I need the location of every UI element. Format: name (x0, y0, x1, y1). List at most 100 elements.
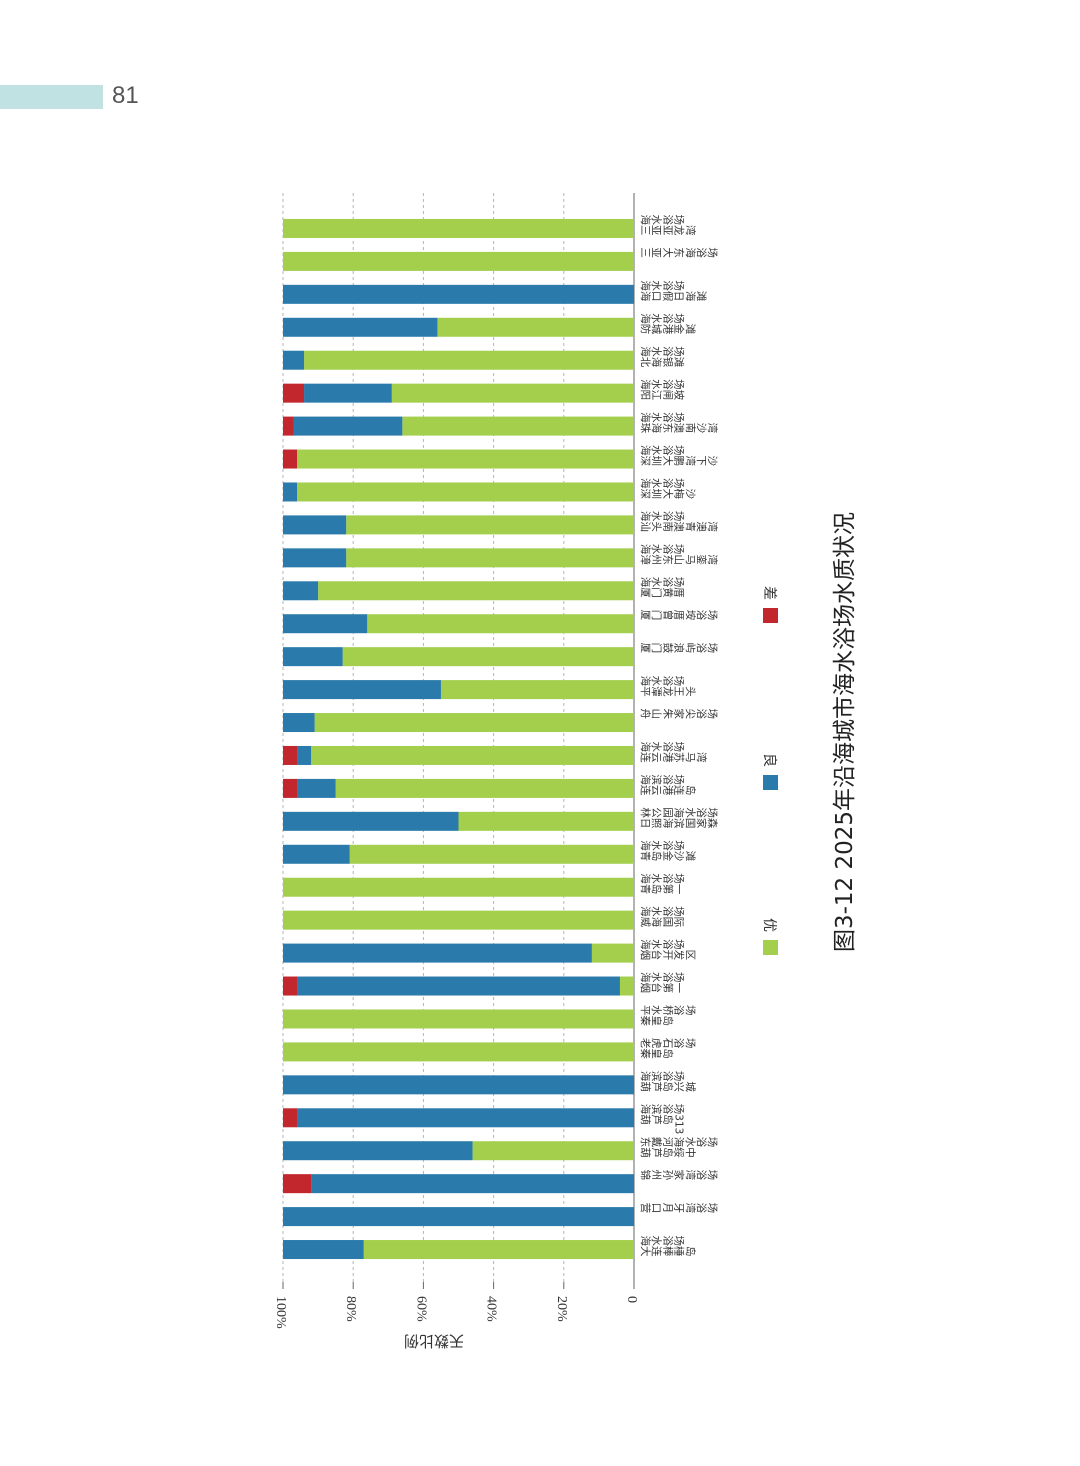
category-label-line: 舟 (639, 709, 652, 720)
category-label: 平秦 水皇 桥岛浴场 (639, 1005, 697, 1027)
category-label: 海平 水潭 浴龙 场王 头 (639, 676, 696, 697)
category-label-line: 场一 (673, 873, 686, 894)
category-label-line: 场日 (673, 280, 686, 301)
bar-segment (311, 745, 634, 765)
category-label-line: 场滩 (673, 346, 686, 367)
category-label-line: 水云 (650, 741, 662, 762)
category-label-line: 海汕 (639, 511, 652, 532)
category-label-line: 岛 (684, 774, 697, 795)
category-label-line: 海青 (639, 873, 652, 894)
category-label-line: 水中 (684, 1137, 697, 1158)
category-label-line: 海葫 (639, 1071, 652, 1092)
category-label-line: 水亚 (650, 214, 662, 235)
chart-title: 图3-12 2025年沿海城市海水浴场水质状况 (832, 512, 858, 952)
category-label-line: 海 (684, 280, 697, 301)
bar-segment (437, 317, 634, 337)
category-label-line: 下 (695, 445, 707, 466)
category-label-line: 海烟 (639, 939, 652, 960)
tick-label: 100% (273, 1296, 288, 1329)
tick-label-group: 100% (273, 1296, 288, 1329)
legend-label: 优 (761, 918, 777, 932)
category-label-line: 场王 (673, 676, 686, 697)
category-label-line: 浴港 (661, 313, 673, 334)
bar-segment (283, 317, 438, 337)
bar-segment (367, 614, 634, 634)
category-label-line: 浴国 (661, 906, 673, 927)
category-label-line: 水圳 (650, 445, 662, 466)
bar-segment (283, 251, 634, 271)
category-label-line: 场 (684, 1005, 697, 1016)
category-label: 海北 水海 浴银 场滩 (639, 346, 686, 367)
legend-swatch (763, 940, 778, 955)
bar-segment (342, 647, 634, 667)
category-label-line: 水城 (650, 313, 662, 334)
category-label-line: 浴开 (661, 939, 673, 960)
category-label-line: 海平 (639, 676, 652, 697)
bar-segment (283, 647, 343, 667)
bar-segment (314, 713, 634, 733)
category-label: 东葫 戴芦 河岛 海绥 水中浴场 (639, 1137, 719, 1159)
bar-segment (311, 1174, 634, 1194)
bar-segment (283, 1075, 634, 1095)
category-label-line: 海海 (639, 280, 652, 301)
category-label-line: 屿 (684, 643, 696, 654)
category-label-line: 水海 (650, 906, 663, 927)
category-label-line: 海深 (639, 478, 652, 499)
category-label-line: 水头 (650, 511, 662, 532)
category-label: 海珠 水海 浴东 场澳 南 沙 湾 (639, 412, 719, 433)
category-label-line: 场连 (673, 774, 686, 795)
bar-segment (363, 1240, 634, 1260)
category-label-line: 桥岛 (661, 1005, 674, 1026)
category-label-line: 头 (684, 676, 696, 697)
bar-segment (349, 844, 634, 864)
category-label-line: 水海 (650, 346, 663, 367)
category-label-line: 浴南 (661, 511, 674, 532)
category-label-line: 湾 (706, 412, 719, 433)
y-axis-title-group: 天数比例 (404, 1332, 464, 1350)
category-label-line: 浴 (695, 709, 707, 720)
category-label-line: 海漳 (639, 544, 652, 565)
bar-segment (283, 713, 315, 733)
category-label: 海葫 滨芦 浴岛 场313 (639, 1104, 686, 1135)
category-label-line: 浪 (673, 643, 686, 654)
category-label-line: 厦 (639, 643, 651, 654)
category-label: 海漳 水州 浴东 场山 马 銮 湾 (639, 544, 719, 565)
tick-label: 20% (554, 1296, 569, 1322)
category-label-line: 场梅 (673, 478, 686, 499)
category-label-line: 州 (650, 1170, 662, 1181)
category-label-line: 场 (706, 643, 719, 654)
category-label-line: 浴港 (661, 741, 673, 762)
category-label: 海连 水云 浴港 场苏 马 湾 (639, 741, 708, 762)
category-label-line: 三 (639, 247, 651, 258)
category-label-line: 浴东 (661, 544, 674, 565)
bar-segment (283, 218, 634, 238)
bar-segment (297, 449, 634, 469)
category-label-line: 公照 (650, 807, 662, 828)
category-label-line: 水门 (650, 577, 663, 598)
bar-segment (283, 877, 634, 897)
category-label-line: 林日 (639, 807, 652, 828)
legend-label: 良 (761, 753, 777, 767)
category-label: 海青 水岛 浴第 场一 (639, 873, 686, 894)
bar-segment (458, 811, 634, 831)
category-label-line: 滨芦 (650, 1071, 663, 1092)
category-label-line: 海北 (639, 346, 652, 367)
bar-segment (297, 1108, 634, 1128)
category-label-line: 朱 (661, 709, 673, 720)
category-label: 老秦 虎皇 石岛浴场 (639, 1038, 697, 1060)
category-label-line: 场 (706, 610, 719, 621)
category-label-line: 海深 (639, 445, 652, 466)
category-label-line: 家 (673, 709, 686, 720)
tick-label-group: 60% (413, 1296, 428, 1322)
category-label-line: 场 (706, 1137, 719, 1148)
bar-segment (283, 482, 298, 502)
bar-segment (283, 1042, 634, 1062)
bar-segment (297, 482, 634, 502)
category-label-line: 月 (661, 1203, 673, 1214)
category-label-line: 场兴 (673, 1071, 686, 1092)
category-label-line: 厝 (673, 610, 685, 621)
category-label-line: 水江 (650, 379, 662, 400)
category-label-line: 场一 (673, 972, 686, 993)
bar-segment (591, 943, 634, 963)
